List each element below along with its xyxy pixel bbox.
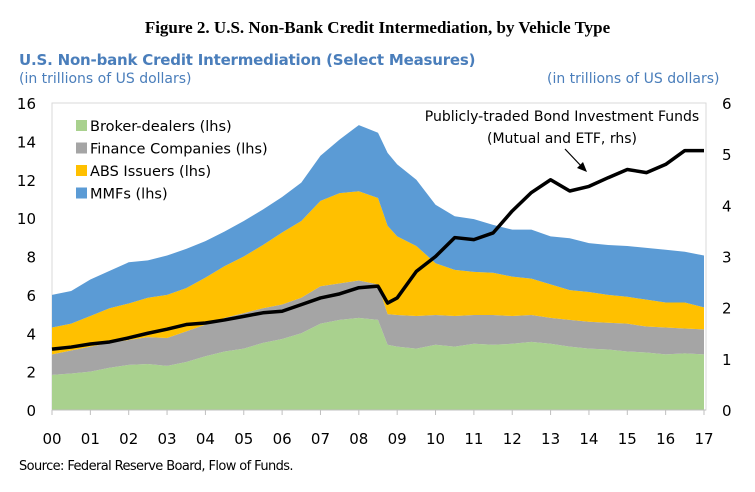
right-tick-label: 3 [722,249,732,267]
annotation-arrow [564,148,584,169]
right-axis-unit-label: (in trillions of US dollars) [547,71,720,87]
x-tick-label: 16 [656,430,675,448]
source-note: Source: Federal Reserve Board, Flow of F… [19,459,294,474]
x-tick-label: 14 [579,430,598,448]
annotation-arrowhead [577,162,587,172]
left-tick-label: 6 [26,287,36,305]
legend-swatch [76,120,87,131]
left-tick-label: 10 [17,210,36,228]
left-tick-label: 14 [17,133,36,151]
x-tick-label: 00 [42,430,61,448]
figure-title: Figure 2. U.S. Non-Bank Credit Intermedi… [144,18,611,37]
x-tick-label: 08 [349,430,368,448]
x-tick-label: 11 [464,430,483,448]
right-tick-label: 5 [722,146,732,164]
legend-label: Finance Companies (lhs) [90,142,268,158]
left-tick-label: 8 [26,249,36,267]
x-tick-label: 09 [388,430,407,448]
x-tick-label: 01 [81,430,100,448]
x-tick-label: 17 [694,430,713,448]
area-abs-issuers-lhs [52,191,704,355]
x-tick-label: 06 [273,430,292,448]
right-tick-label: 4 [722,197,732,215]
right-tick-label: 1 [722,351,732,369]
area-mmfs-lhs [52,125,704,328]
x-tick-label: 10 [426,430,445,448]
left-tick-label: 0 [26,402,36,420]
x-tick-label: 07 [311,430,330,448]
left-tick-label: 16 [17,95,36,113]
chart-title: U.S. Non-bank Credit Intermediation (Sel… [19,51,476,69]
x-tick-label: 02 [119,430,138,448]
annotation-text: Publicly-traded Bond Investment Funds [425,109,699,125]
left-tick-label: 12 [17,172,36,190]
bond-funds-line [51,148,704,351]
right-tick-label: 2 [722,300,732,318]
legend-swatch [76,187,87,199]
x-tick-label: 03 [158,430,177,448]
legend-swatch [76,165,87,176]
x-tick-label: 12 [503,430,522,448]
legend-label: ABS Issuers (lhs) [90,164,211,180]
x-tick-label: 04 [196,430,215,448]
legend-label: Broker-dealers (lhs) [90,119,232,135]
left-tick-label: 2 [26,364,36,382]
legend-label: MMFs (lhs) [90,187,168,203]
x-tick-label: 13 [541,430,560,448]
legend-swatch [76,142,87,154]
right-tick-label: 0 [722,402,732,420]
right-tick-label: 6 [722,95,732,113]
x-tick-label: 05 [234,430,253,448]
left-tick-label: 4 [26,325,36,343]
x-tick-label: 15 [618,430,637,448]
annotation-text: (Mutual and ETF, rhs) [487,131,637,147]
area-broker-dealers-lhs [52,317,704,410]
area-finance-companies-lhs [52,280,704,375]
left-axis-unit-label: (in trillions of US dollars) [19,71,192,87]
